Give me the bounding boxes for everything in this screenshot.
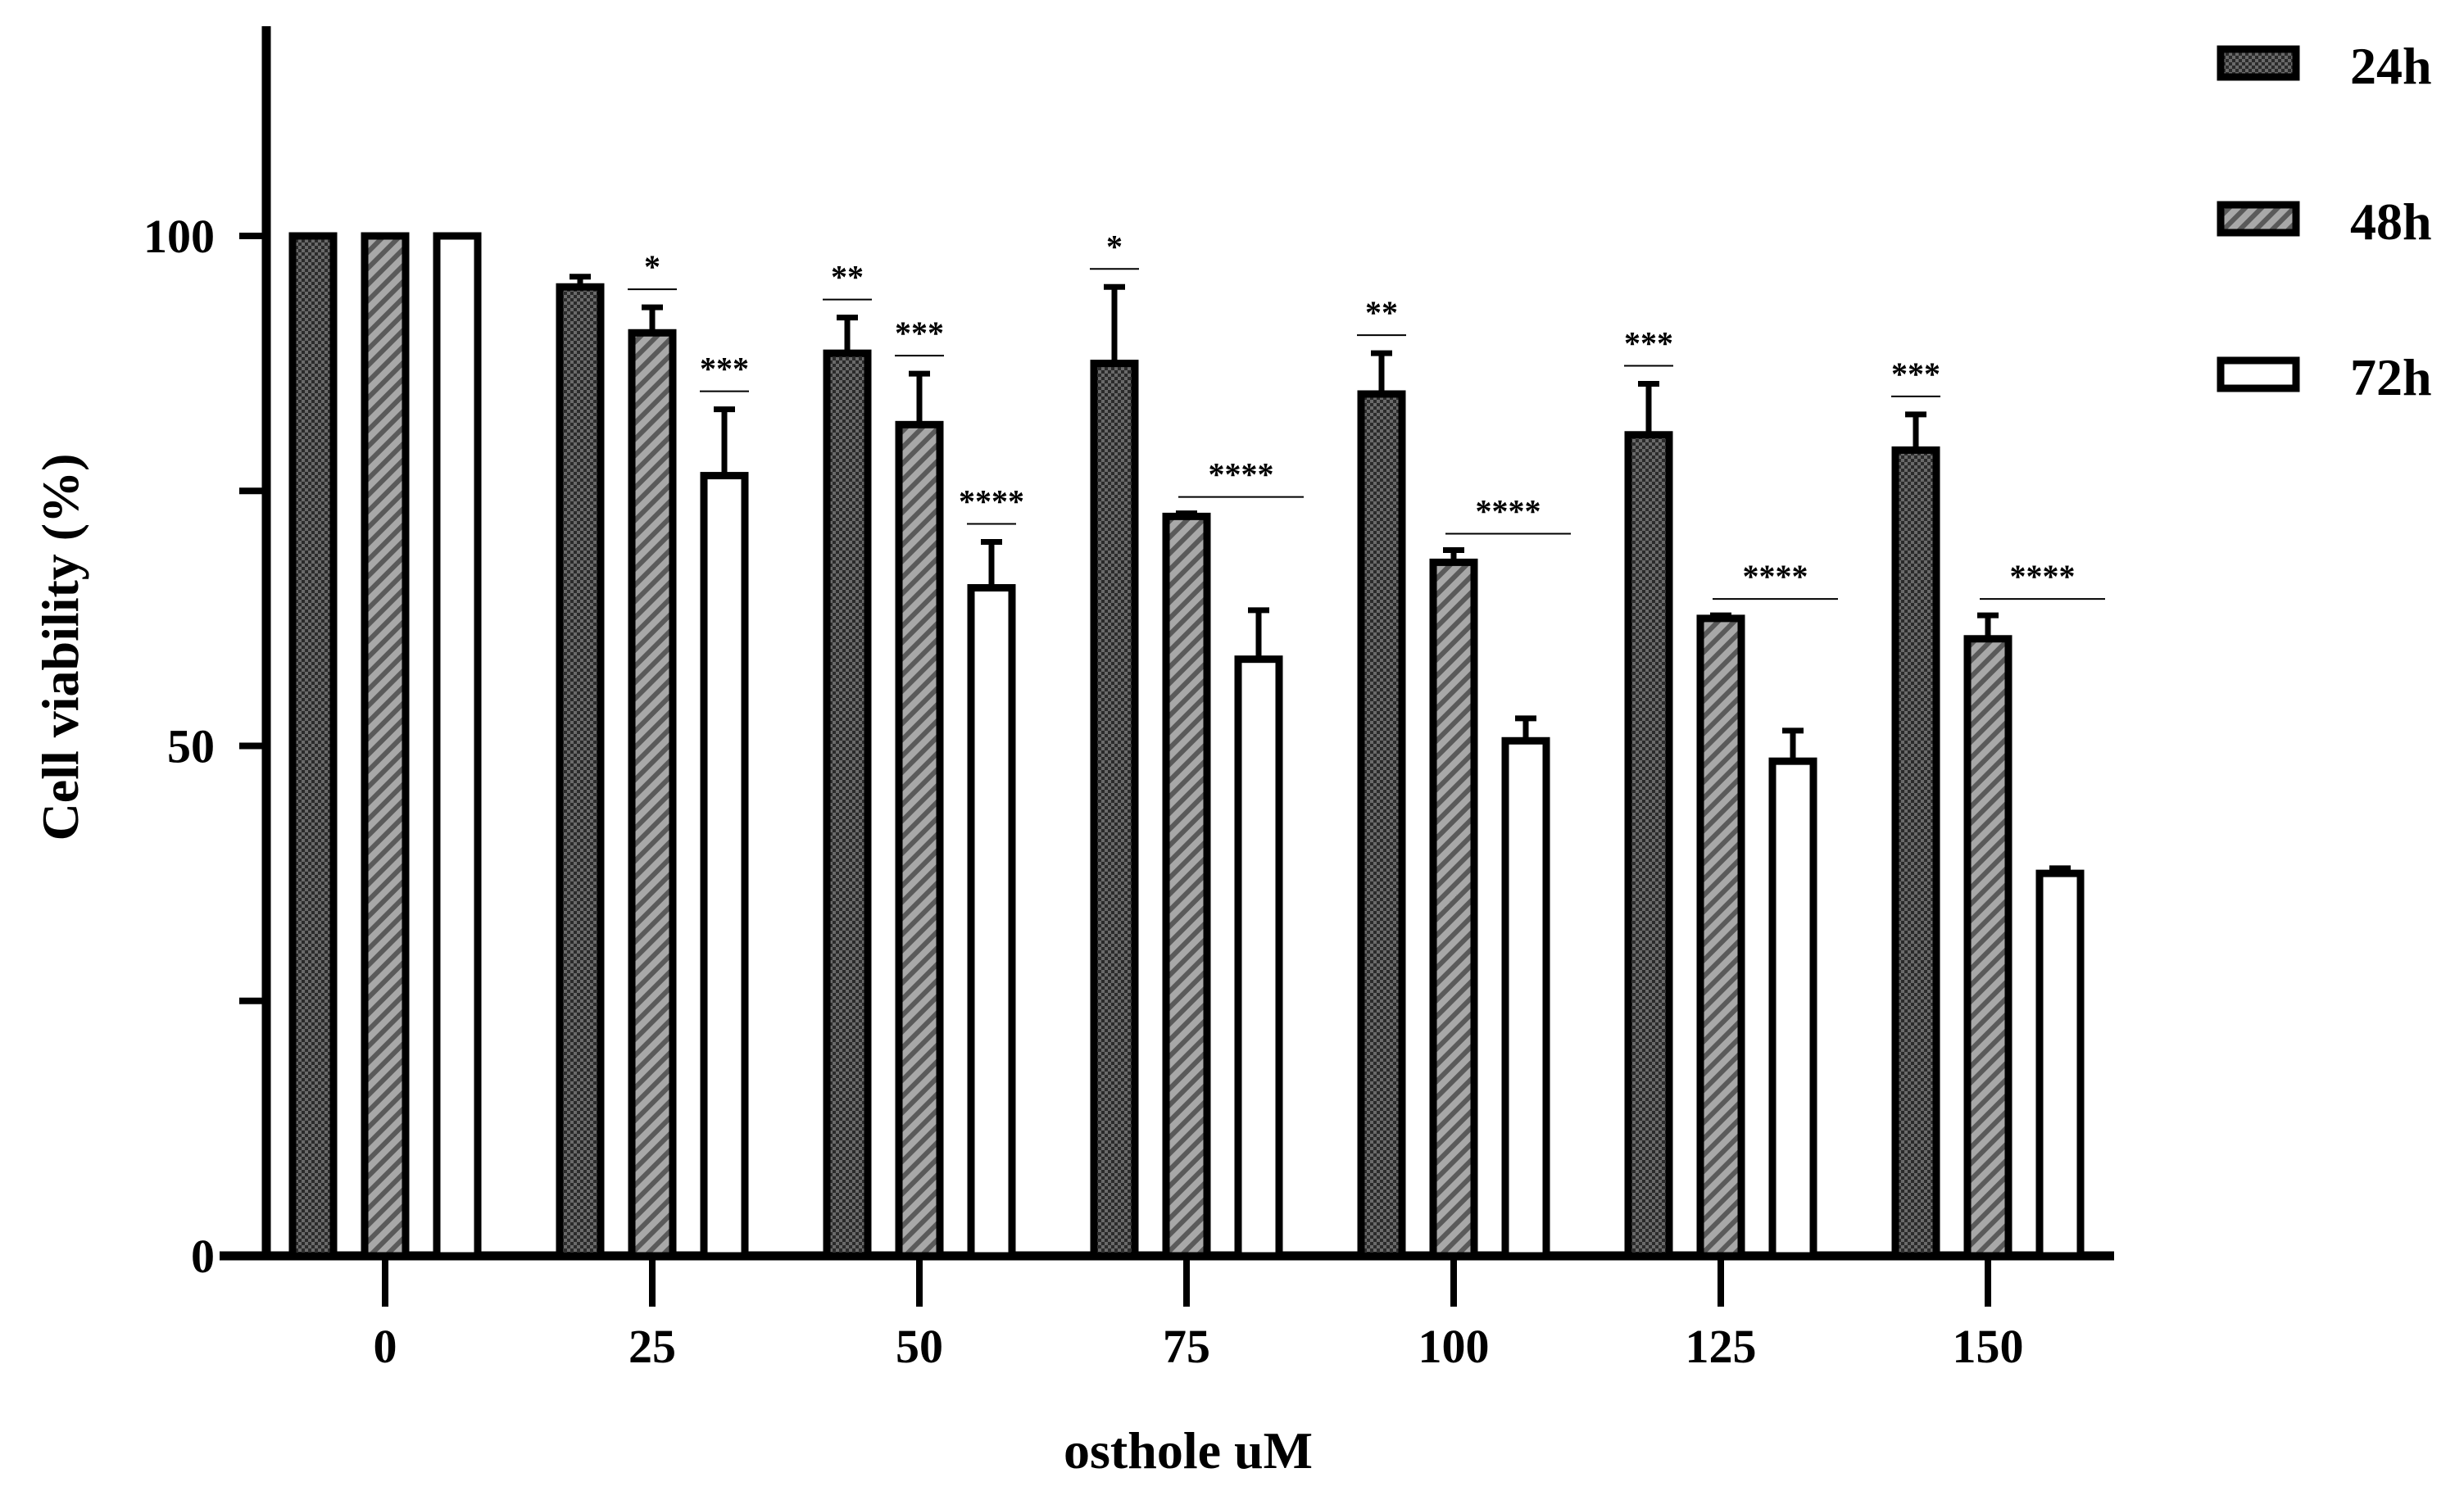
bar-24h-0 [288, 232, 338, 1260]
x-tick-label-150: 150 [1953, 1320, 2024, 1373]
group-sig-label-75: **** [1209, 456, 1274, 493]
group-sig-label-150: **** [2010, 558, 2076, 595]
sig-label-24h-125: *** [1624, 325, 1673, 362]
bar-24h-75 [1090, 360, 1139, 1260]
bar-48h-150 [1963, 635, 2012, 1260]
annotations: ********************************** **** [628, 228, 2105, 600]
x-tick-label-50: 50 [896, 1320, 943, 1373]
bar-24h-100 [1357, 390, 1406, 1260]
legend-swatch-72h [2217, 356, 2300, 392]
x-tick-label-25: 25 [628, 1320, 676, 1373]
bar-72h-25 [700, 472, 749, 1260]
bar-72h-125 [1768, 757, 1817, 1260]
bar-48h-100 [1429, 558, 1478, 1260]
y-tick-label-0: 0 [191, 1230, 215, 1283]
bars [288, 232, 2085, 1260]
group-sig-label-125: **** [1743, 558, 1808, 595]
legend-label-48h: 48h [2350, 193, 2432, 251]
sig-label-48h-50: *** [895, 315, 944, 351]
legend-label-72h: 72h [2350, 348, 2432, 406]
bar-48h-25 [628, 329, 677, 1260]
bar-24h-25 [556, 283, 605, 1260]
x-axis-title: osthole uM [1064, 1421, 1313, 1480]
legend-swatch-24h [2217, 45, 2300, 81]
sig-label-24h-75: * [1106, 228, 1123, 265]
bar-72h-150 [2035, 869, 2085, 1260]
bar-48h-0 [361, 232, 410, 1260]
bar-72h-100 [1501, 736, 1550, 1260]
bar-72h-50 [967, 584, 1016, 1260]
y-axis-title: Cell viability (%) [31, 454, 89, 841]
x-tick-label-75: 75 [1163, 1320, 1210, 1373]
legend: 24h 48h 72h [2217, 37, 2432, 406]
sig-label-24h-150: *** [1891, 356, 1940, 392]
legend-swatch-48h [2217, 201, 2300, 237]
legend-label-24h: 24h [2350, 37, 2432, 95]
bar-48h-125 [1696, 614, 1745, 1260]
x-tick-label-125: 125 [1686, 1320, 1757, 1373]
bar-24h-125 [1624, 431, 1673, 1260]
sig-label-72h-25: *** [700, 351, 749, 387]
x-tick-label-100: 100 [1418, 1320, 1490, 1373]
bar-24h-50 [823, 349, 872, 1260]
sig-label-48h-25: * [644, 248, 660, 285]
bar-72h-0 [433, 232, 482, 1260]
bar-48h-75 [1162, 512, 1211, 1260]
group-sig-label-100: **** [1476, 492, 1541, 529]
x-tick-label-0: 0 [374, 1320, 397, 1373]
sig-label-24h-50: ** [831, 259, 864, 296]
sig-label-24h-100: ** [1365, 294, 1398, 331]
bar-24h-150 [1891, 446, 1940, 1260]
y-tick-label-50: 50 [167, 720, 215, 773]
bar-72h-75 [1234, 655, 1283, 1260]
bar-48h-50 [895, 420, 944, 1260]
sig-label-72h-50: **** [959, 483, 1024, 520]
y-tick-label-100: 100 [143, 210, 215, 263]
